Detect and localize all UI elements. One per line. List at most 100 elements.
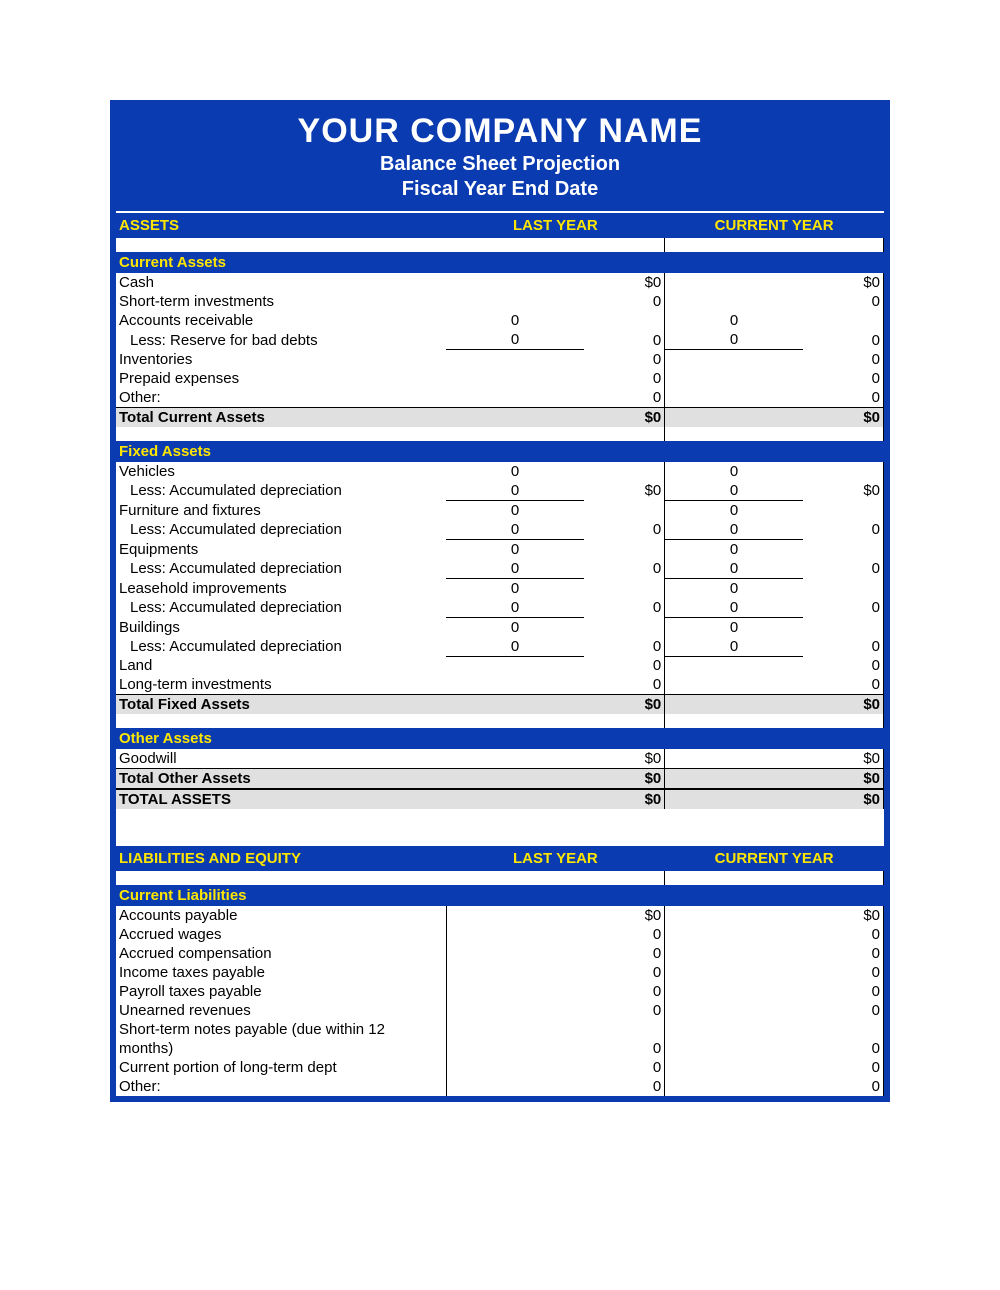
subsection-row: Fixed Assets (116, 441, 884, 462)
subsection-row: Current Assets (116, 252, 884, 273)
balance-sheet: YOUR COMPANY NAME Balance Sheet Projecti… (110, 100, 890, 1102)
cy-total: 0 (803, 598, 884, 618)
item-label: Unearned revenues (116, 1001, 446, 1020)
ly-sub (446, 350, 584, 369)
cy-total (803, 462, 884, 481)
cy-total: 0 (803, 944, 884, 963)
cy-sub (665, 369, 803, 388)
ly-total: 0 (584, 1058, 665, 1077)
ly-total: 0 (584, 925, 665, 944)
item-label: Accrued wages (116, 925, 446, 944)
ly-total: $0 (584, 769, 665, 790)
cy-total: $0 (803, 407, 884, 427)
cy-total: 0 (803, 559, 884, 579)
item-label: Buildings (116, 617, 446, 637)
ly-sub: 0 (446, 481, 584, 501)
ly-sub: 0 (446, 617, 584, 637)
item-label: Short-term investments (116, 292, 446, 311)
item-label: Long-term investments (116, 675, 446, 695)
cy-sub: 0 (665, 598, 803, 618)
cy-total: 0 (803, 637, 884, 657)
cy-total: 0 (803, 292, 884, 311)
cy-total: 0 (803, 656, 884, 675)
cy-total (803, 578, 884, 598)
spacer-row (116, 427, 884, 441)
ly-total: 0 (584, 369, 665, 388)
cy-sub (665, 1020, 803, 1058)
ly-sub (446, 273, 584, 292)
cy-total: $0 (803, 906, 884, 925)
ly-total (584, 539, 665, 559)
line-item: Accrued compensation00 (116, 944, 884, 963)
ly-total (584, 578, 665, 598)
ly-total: $0 (584, 906, 665, 925)
total-label: Total Current Assets (116, 407, 446, 427)
ly-total: 0 (584, 656, 665, 675)
ly-sub: 0 (446, 598, 584, 618)
cy-sub: 0 (665, 617, 803, 637)
ly-sub: 0 (446, 500, 584, 520)
header-row: ASSETSLAST YEARCURRENT YEAR (116, 212, 884, 238)
ly-total: 0 (584, 1077, 665, 1096)
ly-sub (446, 292, 584, 311)
item-label: Accounts receivable (116, 311, 446, 330)
ly-sub (446, 1077, 584, 1096)
cy-sub: 0 (665, 539, 803, 559)
subsection-title: Current Liabilities (116, 885, 446, 906)
ly-total: 0 (584, 1020, 665, 1058)
cy-total: 0 (803, 963, 884, 982)
item-label: Less: Accumulated depreciation (116, 520, 446, 540)
ly-sub (446, 1020, 584, 1058)
subtitle-2: Fiscal Year End Date (116, 178, 884, 201)
ly-sub (446, 749, 584, 769)
cy-sub (665, 675, 803, 695)
item-label: Income taxes payable (116, 963, 446, 982)
line-item: Income taxes payable00 (116, 963, 884, 982)
cy-total (803, 500, 884, 520)
subsection-row: Current Liabilities (116, 885, 884, 906)
item-label: Short-term notes payable (due within 12 … (116, 1020, 446, 1058)
item-label: Accrued compensation (116, 944, 446, 963)
company-name: YOUR COMPANY NAME (116, 112, 884, 151)
item-label: Current portion of long-term dept (116, 1058, 446, 1077)
item-label: Less: Accumulated depreciation (116, 598, 446, 618)
line-item: Less: Reserve for bad debts0000 (116, 330, 884, 350)
total-label: Total Other Assets (116, 769, 446, 790)
ly-sub: 0 (446, 520, 584, 540)
item-label: Prepaid expenses (116, 369, 446, 388)
item-label: Cash (116, 273, 446, 292)
cy-total (803, 617, 884, 637)
ly-sub (446, 982, 584, 1001)
cy-total: $0 (803, 749, 884, 769)
item-label: Other: (116, 1077, 446, 1096)
ly-sub: 0 (446, 311, 584, 330)
cy-sub (665, 273, 803, 292)
spacer-row (116, 714, 884, 728)
line-item: Buildings00 (116, 617, 884, 637)
cy-total: $0 (803, 769, 884, 790)
line-item: Less: Accumulated depreciation0000 (116, 598, 884, 618)
section-title: LIABILITIES AND EQUITY (116, 845, 446, 871)
ly-sub: 0 (446, 462, 584, 481)
item-label: Other: (116, 388, 446, 408)
subsection-title: Current Assets (116, 252, 446, 273)
subsection-title: Other Assets (116, 728, 446, 749)
ly-total: 0 (584, 520, 665, 540)
cy-sub: 0 (665, 330, 803, 350)
cy-sub (665, 749, 803, 769)
line-item: Payroll taxes payable00 (116, 982, 884, 1001)
cy-total: 0 (803, 1020, 884, 1058)
cy-sub (665, 906, 803, 925)
section-title: ASSETS (116, 212, 446, 238)
cy-sub (665, 1058, 803, 1077)
title-block: YOUR COMPANY NAME Balance Sheet Projecti… (116, 106, 884, 211)
col-last-year: LAST YEAR (446, 212, 665, 238)
cy-sub: 0 (665, 559, 803, 579)
item-label: Accounts payable (116, 906, 446, 925)
line-item: Accounts receivable00 (116, 311, 884, 330)
cy-total: $0 (803, 273, 884, 292)
spacer-row (116, 871, 884, 885)
header-row: LIABILITIES AND EQUITYLAST YEARCURRENT Y… (116, 845, 884, 871)
ly-total: $0 (584, 695, 665, 715)
item-label: Inventories (116, 350, 446, 369)
